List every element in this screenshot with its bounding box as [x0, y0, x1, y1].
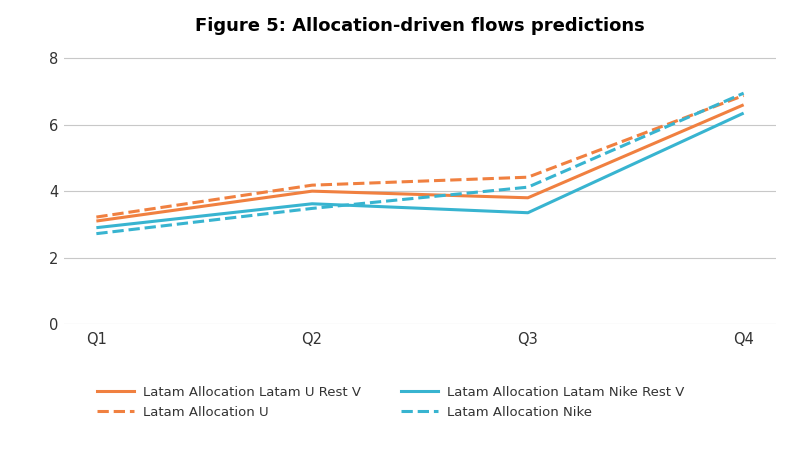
Title: Figure 5: Allocation-driven flows predictions: Figure 5: Allocation-driven flows predic…	[195, 17, 645, 35]
Legend: Latam Allocation Latam U Rest V, Latam Allocation U, Latam Allocation Latam Nike: Latam Allocation Latam U Rest V, Latam A…	[92, 381, 690, 424]
